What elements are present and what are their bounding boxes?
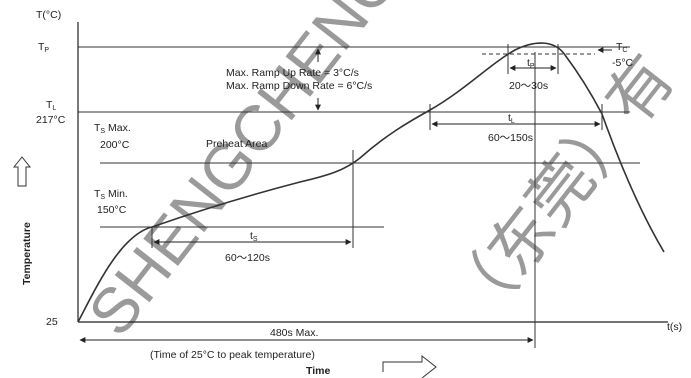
ts-interval-value: 60～120s	[225, 252, 270, 264]
ts-min-label-suffix: Min.	[105, 188, 128, 200]
ts-interval-label: tS	[250, 230, 258, 243]
ts-max-label-sub: S	[100, 128, 105, 135]
ramp-down-text: Max. Ramp Down Rate = 6°C/s	[226, 80, 372, 92]
tc-label-sub: C	[622, 47, 627, 54]
y-axis-title: T(°C)	[36, 9, 61, 21]
total-time-line2: (Time of 25°C to peak temperature)	[150, 349, 315, 361]
ts-min-value: 150°C	[97, 204, 127, 216]
ts-interval-main: t	[250, 230, 253, 242]
tp-interval-label: tP	[527, 57, 535, 70]
x-axis-label: Time	[306, 365, 330, 377]
ramp-up-text: Max. Ramp Up Rate = 3°C/s	[226, 67, 359, 79]
ts-max-label-main: T	[94, 122, 101, 134]
ts-max-label-suffix: Max.	[105, 122, 131, 134]
tl-value: 217°C	[36, 114, 66, 126]
y-axis-label: Temperature	[21, 222, 33, 285]
tc-label-main: T	[616, 41, 623, 53]
tl-label-sub: L	[52, 105, 56, 112]
total-time-line1: 480s Max.	[270, 327, 318, 339]
tp-interval-sub: P	[530, 63, 535, 70]
time-arrow-icon	[382, 354, 437, 378]
ts-interval-sub: S	[253, 236, 258, 243]
boundary-lines	[151, 44, 603, 348]
ts-min-label: TS Min.	[94, 188, 128, 201]
ts-max-value: 200°C	[100, 139, 130, 151]
tp-interval-main: t	[527, 57, 530, 69]
watermark: SHENGCHENG ELEC （东莞）有	[74, 0, 688, 349]
tl-interval-main: t	[508, 112, 511, 124]
origin-label: 25	[46, 316, 58, 328]
axes	[77, 22, 668, 323]
tp-label: TP	[38, 41, 49, 54]
tc-label: TC	[616, 41, 627, 54]
tp-label-main: T	[38, 41, 45, 53]
tl-label: TL	[46, 99, 56, 112]
tl-label-main: T	[46, 99, 53, 111]
tl-interval-sub: L	[511, 118, 515, 125]
ts-max-label: TS Max.	[94, 122, 131, 135]
tl-interval-label: tL	[508, 112, 515, 125]
x-axis-unit: t(s)	[667, 321, 682, 333]
watermark-text-cjk: （东莞）有	[434, 42, 688, 338]
ts-min-label-sub: S	[100, 194, 105, 201]
tc-note: -5°C	[612, 57, 634, 69]
tp-interval-value: 20～30s	[509, 80, 548, 92]
temperature-arrow-icon	[12, 156, 32, 187]
reflow-curve	[77, 42, 665, 323]
tp-label-sub: P	[44, 47, 49, 54]
level-lines	[78, 46, 640, 228]
ts-min-label-main: T	[94, 188, 101, 200]
preheat-text: Preheat Area	[206, 138, 267, 150]
tl-interval-value: 60～150s	[488, 132, 533, 144]
interval-arrows	[79, 47, 612, 343]
